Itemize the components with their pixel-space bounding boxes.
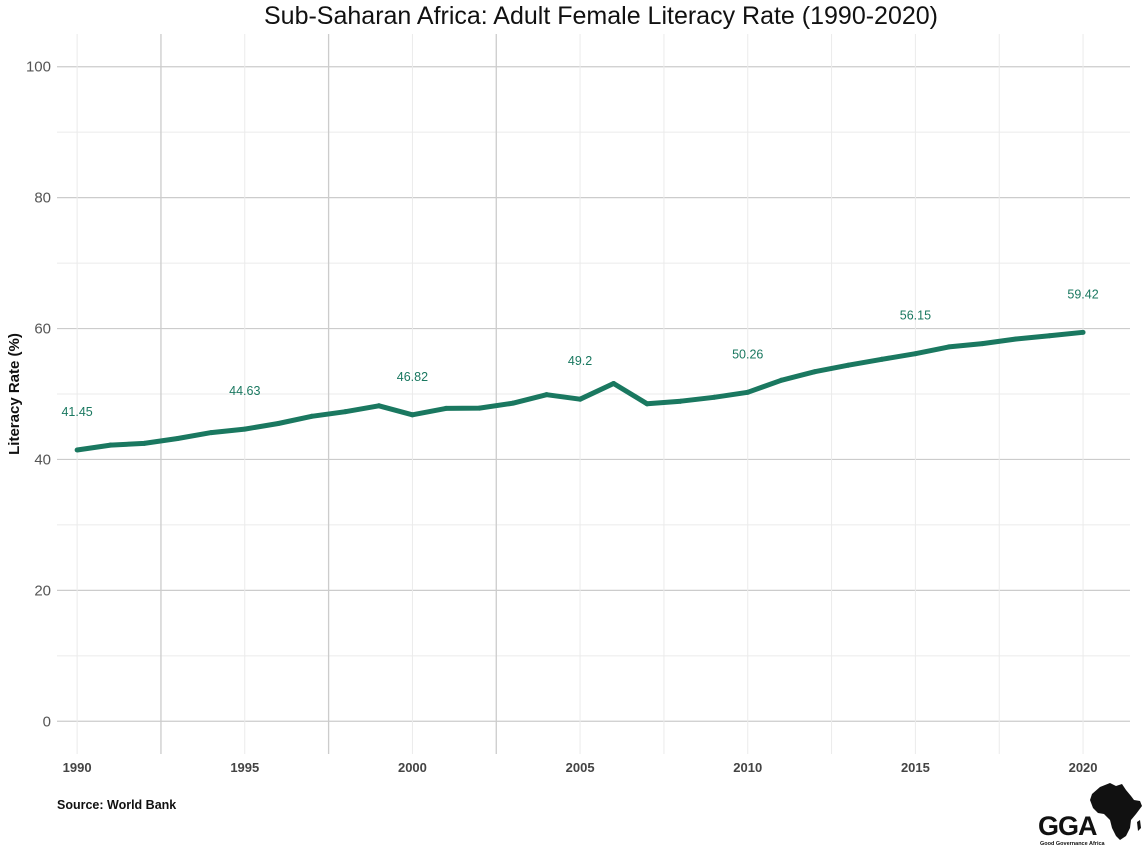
data-point [275, 420, 281, 426]
y-tick-label: 20 [34, 582, 51, 599]
y-tick-label: 0 [43, 713, 51, 730]
data-point [845, 362, 851, 368]
data-point [812, 369, 818, 375]
x-tick-label: 2000 [398, 760, 427, 775]
data-point [376, 403, 382, 409]
x-tick-label: 1990 [63, 760, 92, 775]
data-point [208, 430, 214, 436]
data-point [242, 426, 248, 432]
data-point [711, 394, 717, 400]
x-tick-label: 1995 [230, 760, 259, 775]
data-point [544, 392, 550, 398]
x-tick-label: 2015 [901, 760, 930, 775]
data-point [577, 396, 583, 402]
x-tick-label: 2005 [566, 760, 595, 775]
data-point [476, 405, 482, 411]
y-tick-label: 40 [34, 451, 51, 468]
y-tick-label: 80 [34, 190, 51, 207]
data-label: 59.42 [1067, 287, 1098, 301]
data-label: 41.45 [61, 405, 92, 419]
data-point [644, 401, 650, 407]
data-point [1080, 329, 1086, 335]
data-point [678, 398, 684, 404]
x-tick-label: 2020 [1069, 760, 1098, 775]
data-point [409, 412, 415, 418]
data-point [879, 356, 885, 362]
data-point [74, 447, 80, 453]
x-tick-label: 2010 [733, 760, 762, 775]
data-point [611, 381, 617, 387]
data-point [946, 344, 952, 350]
africa-map-icon [1090, 783, 1142, 840]
x-axis-ticks: 1990 1995 2000 2005 2010 2015 2020 [63, 760, 1098, 775]
logo: GGA Good Governance Africa [1038, 783, 1142, 847]
data-point [141, 440, 147, 446]
data-point [979, 341, 985, 347]
data-point [912, 351, 918, 357]
data-point [1013, 336, 1019, 342]
data-point [778, 377, 784, 383]
logo-subtext: Good Governance Africa [1040, 841, 1106, 847]
y-axis-ticks: 0 20 40 60 80 100 [26, 59, 51, 731]
data-point [745, 389, 751, 395]
data-point [510, 400, 516, 406]
grid [57, 34, 1130, 754]
data-point [443, 405, 449, 411]
data-points [74, 329, 1086, 453]
y-axis-label: Literacy Rate (%) [6, 333, 23, 455]
chart-title: Sub-Saharan Africa: Adult Female Literac… [264, 2, 938, 30]
source-note: Source: World Bank [57, 798, 176, 812]
logo-text: GGA [1038, 811, 1097, 841]
data-label: 56.15 [900, 309, 931, 323]
data-label: 46.82 [397, 370, 428, 384]
y-tick-label: 60 [34, 321, 51, 338]
data-point [175, 436, 181, 442]
data-point [108, 442, 114, 448]
data-labels: 41.45 44.63 46.82 49.2 50.26 56.15 59.42 [61, 287, 1098, 419]
data-label: 44.63 [229, 384, 260, 398]
data-label: 50.26 [732, 347, 763, 361]
data-point [1047, 333, 1053, 339]
data-label: 49.2 [568, 354, 592, 368]
y-tick-label: 100 [26, 59, 51, 76]
data-point [309, 413, 315, 419]
data-point [342, 409, 348, 415]
